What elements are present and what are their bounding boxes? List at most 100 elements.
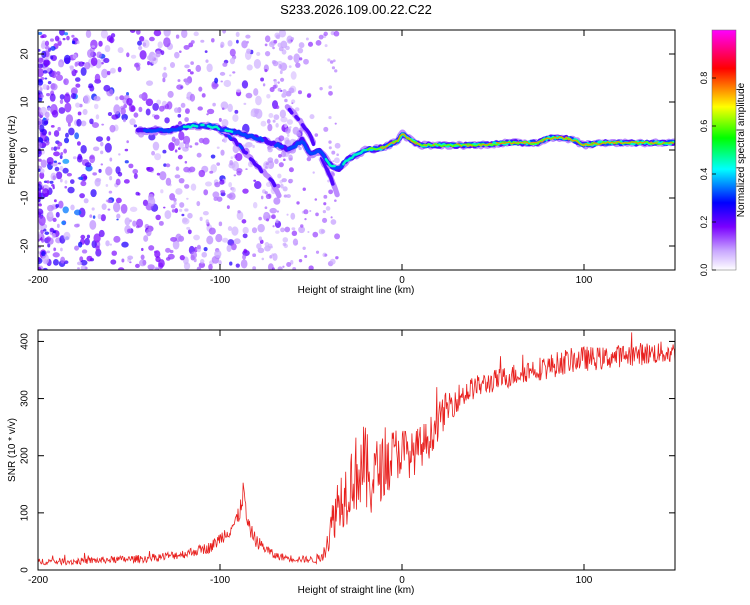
spectrogram-noise-blob <box>193 235 200 241</box>
spectrogram-noise-blob <box>154 251 157 254</box>
spectrogram-noise-blob <box>220 150 224 156</box>
spectrogram-noise-blob <box>232 71 235 73</box>
spectrogram-noise-blob <box>96 114 99 119</box>
spectrogram-noise-blob <box>265 35 270 42</box>
spectrogram-noise-blob <box>50 228 54 232</box>
spectrogram-noise-blob <box>113 104 120 114</box>
spectrogram-noise-blob <box>202 93 206 97</box>
spectrogram-noise-blob <box>83 176 87 180</box>
spectrogram-noise-blob <box>149 37 155 42</box>
spectrogram-noise-blob <box>245 168 247 170</box>
spectrogram-noise-blob <box>256 52 260 56</box>
spectrogram-noise-blob <box>280 78 284 82</box>
spectrogram-noise-blob <box>50 55 53 59</box>
spectrogram-noise-blob <box>98 169 101 173</box>
spectrogram-noise-blob <box>110 259 116 264</box>
spectrogram-noise-blob <box>154 30 162 36</box>
spectrogram-noise-blob <box>232 187 236 192</box>
spectrogram-noise-blob <box>243 233 248 238</box>
spectrogram-noise-blob <box>154 153 161 160</box>
spectrogram-noise-blob <box>71 35 74 38</box>
spectrogram-noise-blob <box>277 43 282 48</box>
spectrogram-noise-blob <box>174 52 180 59</box>
spectrogram-noise-blob <box>164 27 171 36</box>
spectrogram-noise-blob <box>166 163 171 167</box>
x-tick-label: 100 <box>576 275 593 286</box>
spectrogram-noise-blob <box>336 256 338 258</box>
spectrogram-noise-blob <box>206 63 212 72</box>
spectrogram-noise-blob <box>288 55 293 60</box>
spectrogram-noise-blob <box>283 158 286 161</box>
spectrogram-noise-blob <box>80 235 85 239</box>
spectrogram-noise-blob <box>222 108 225 110</box>
spectrogram-noise-blob <box>315 213 319 217</box>
spectrogram-noise-blob <box>118 47 124 53</box>
spectrogram-noise-blob <box>70 179 75 184</box>
spectrogram-noise-blob <box>158 41 163 48</box>
spectrogram-noise-blob <box>66 114 73 123</box>
spectrogram-noise-blob <box>103 58 109 63</box>
x-tick-label: -200 <box>28 275 48 286</box>
spectrogram-noise-blob <box>96 52 102 59</box>
spectrogram-noise-blob <box>236 264 240 268</box>
spectrogram-noise-blob <box>165 248 171 253</box>
spectrogram-noise-blob <box>187 69 191 72</box>
spectrogram-noise-blob <box>267 157 273 163</box>
spectrogram-noise-blob <box>264 69 267 72</box>
spectrogram-noise-blob <box>66 36 70 41</box>
spectrogram-noise-blob <box>125 217 131 225</box>
spectrogram-noise-blob <box>108 209 111 211</box>
spectrogram-noise-blob <box>73 156 77 159</box>
spectrogram-noise-blob <box>163 207 165 209</box>
spectrogram-noise-blob <box>205 181 212 186</box>
spectrogram-noise-blob <box>206 113 209 115</box>
spectrogram-noise-blob <box>275 123 278 128</box>
spectrogram-noise-blob <box>46 250 50 253</box>
spectrogram-noise-blob <box>55 167 60 172</box>
spectrogram-noise-blob <box>241 259 248 268</box>
spectrogram-noise-blob <box>335 143 341 149</box>
spectrogram-noise-blob <box>283 243 287 246</box>
y-tick-label: -10 <box>20 190 31 205</box>
spectrogram-noise-blob <box>48 131 51 135</box>
spectrogram-noise-blob <box>302 247 305 250</box>
spectrogram-noise-blob <box>163 37 171 47</box>
spectrogram-noise-blob <box>328 140 331 143</box>
spectrogram-noise-blob <box>111 33 115 37</box>
spectrogram-noise-blob <box>296 201 299 204</box>
spectrogram-noise-blob <box>147 167 154 172</box>
spectrogram-noise-blob <box>50 93 56 101</box>
spectrogram-noise-blob <box>231 156 233 159</box>
spectrogram-noise-blob <box>43 70 47 74</box>
spectrogram-noise-blob <box>51 147 54 151</box>
spectrogram-noise-blob <box>245 142 253 148</box>
spectrogram-noise-blob <box>78 242 82 248</box>
spectrogram-noise-blob <box>155 51 160 58</box>
spectrogram-noise-blob <box>139 94 145 99</box>
spectrogram-noise-blob <box>116 214 120 219</box>
spectrogram-noise-blob <box>331 219 337 225</box>
spectrogram-noise-blob <box>276 219 279 223</box>
spectrogram-noise-blob <box>184 117 189 122</box>
spectrogram-noise-blob <box>38 58 44 63</box>
spectrogram-noise-blob <box>319 35 324 40</box>
spectrogram-noise-blob <box>269 208 277 214</box>
x-tick-label: -200 <box>28 575 48 586</box>
spectrogram-noise-blob <box>224 80 232 87</box>
spectrogram-noise-blob <box>267 147 272 152</box>
spectrogram-noise-blob <box>134 173 138 179</box>
spectrogram-noise-blob <box>123 118 126 122</box>
spectrogram-noise-blob <box>60 94 65 99</box>
spectrogram-noise-blob <box>270 246 273 249</box>
spectrogram-noise-blob <box>214 250 221 258</box>
spectrogram-noise-blob <box>242 219 247 224</box>
spectrogram-noise-blob <box>296 132 301 137</box>
spectrogram-noise-blob <box>109 157 112 161</box>
spectrogram-noise-blob <box>179 178 185 183</box>
spectrogram-noise-blob <box>93 96 100 102</box>
spectrogram-noise-blob <box>299 57 302 60</box>
y-tick-label: 0 <box>20 567 31 573</box>
spectrogram-noise-blob <box>198 87 202 92</box>
spectrogram-noise-blob <box>53 259 59 266</box>
spectrogram-noise-blob <box>170 62 175 68</box>
